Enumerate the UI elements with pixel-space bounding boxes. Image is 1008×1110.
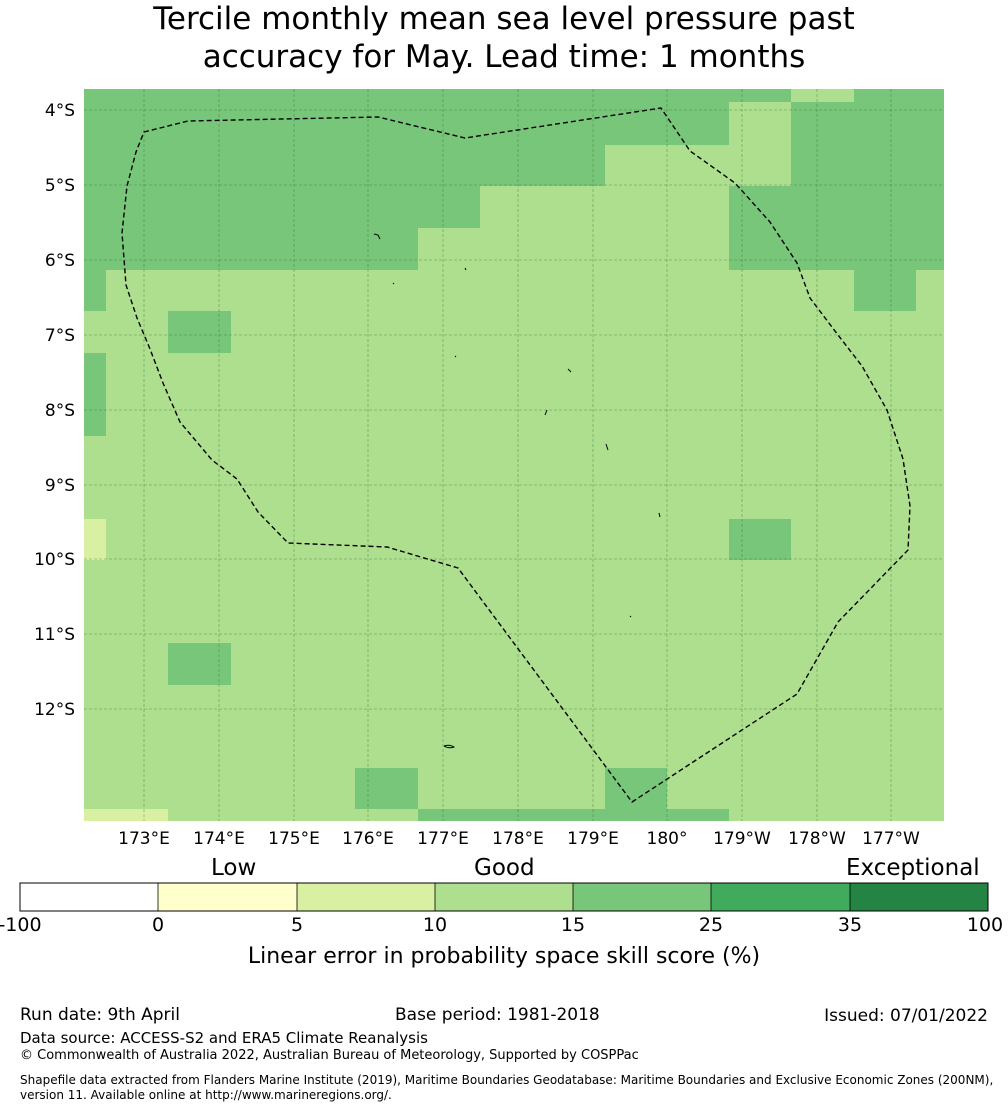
islands xyxy=(373,233,661,749)
island-outline xyxy=(605,443,609,451)
longitude-labels: 173°E 174°E 175°E 176°E 177°E 178°E 179°… xyxy=(118,829,920,849)
skill-cell xyxy=(729,519,791,560)
colorbar-tick: 100 xyxy=(966,914,1004,936)
lon-label: 177°W xyxy=(862,829,920,849)
lon-label: 176°E xyxy=(342,829,394,849)
colorbar-segment-1 xyxy=(158,883,297,911)
skill-cell xyxy=(168,643,231,685)
lon-label: 180° xyxy=(647,829,688,849)
skill-cell xyxy=(84,809,168,821)
category-good: Good xyxy=(474,855,535,881)
category-exceptional: Exceptional xyxy=(846,855,980,881)
island-outline xyxy=(567,368,572,373)
lat-label: 7°S xyxy=(45,326,75,346)
lat-label: 4°S xyxy=(45,101,75,121)
colorbar-tick: 35 xyxy=(837,914,863,936)
lat-label: 8°S xyxy=(45,401,75,421)
skill-cell xyxy=(84,353,106,436)
colorbar-segment-2 xyxy=(297,883,435,911)
lon-label: 175°E xyxy=(268,829,320,849)
skill-cell xyxy=(605,768,667,809)
colorbar-title: Linear error in probability space skill … xyxy=(247,944,761,969)
island-outline xyxy=(454,355,457,358)
colorbar-tick: -100 xyxy=(0,914,42,936)
island-outline xyxy=(392,282,395,285)
lat-label: 9°S xyxy=(45,476,75,496)
skill-cell xyxy=(84,519,106,560)
lat-label: 6°S xyxy=(45,251,75,271)
colorbar-tick: 0 xyxy=(151,914,165,936)
colorbar-segment-0 xyxy=(20,883,158,911)
island-outline xyxy=(544,409,548,416)
title-line-2: accuracy for May. Lead time: 1 months xyxy=(202,39,806,75)
copyright: © Commonwealth of Australia 2022, Austra… xyxy=(20,1048,639,1063)
data-source: Data source: ACCESS-S2 and ERA5 Climate … xyxy=(20,1029,428,1047)
run-date: Run date: 9th April xyxy=(20,1005,180,1025)
shapefile-credit-line-1: Shapefile data extracted from Flanders M… xyxy=(20,1073,994,1087)
colorbar-segment-3 xyxy=(435,883,573,911)
lat-label: 10°S xyxy=(34,550,75,570)
island-outline xyxy=(443,744,456,749)
colorbar-tick: 15 xyxy=(560,914,586,936)
north-high-skill-region xyxy=(84,89,791,311)
shapefile-credit: Shapefile data extracted from Flanders M… xyxy=(20,1073,1008,1103)
low-skill-cells xyxy=(84,519,168,821)
lat-label: 5°S xyxy=(45,176,75,196)
base-period: Base period: 1981-2018 xyxy=(395,1005,600,1025)
issued-date: Issued: 07/01/2022 xyxy=(824,1006,988,1026)
shapefile-credit-line-2: version 11. Available online at http://w… xyxy=(20,1088,392,1102)
colorbar-tick: 5 xyxy=(290,914,304,936)
lon-label: 173°E xyxy=(118,829,170,849)
chart-title: Tercile monthly mean sea level pressure … xyxy=(0,0,1008,76)
colorbar-tick: 25 xyxy=(698,914,724,936)
latitude-labels: 4°S 5°S 6°S 7°S 8°S 9°S 10°S 11°S 12°S xyxy=(34,101,75,720)
lat-label: 12°S xyxy=(34,700,75,720)
lon-label: 179°E xyxy=(567,829,619,849)
colorbar-segment-5 xyxy=(711,883,850,911)
lon-label: 178°E xyxy=(492,829,544,849)
colorbar-tick: 10 xyxy=(422,914,448,936)
colorbar xyxy=(19,882,989,912)
skill-cell xyxy=(418,809,729,821)
island-outline xyxy=(629,615,632,618)
gridlines xyxy=(84,89,944,821)
lon-label: 174°E xyxy=(193,829,245,849)
colorbar-frame xyxy=(19,882,989,912)
lon-label: 177°E xyxy=(417,829,469,849)
lon-label: 178°W xyxy=(788,829,846,849)
high-skill-cells xyxy=(84,89,944,821)
island-outline xyxy=(464,267,467,271)
colorbar-segment-4 xyxy=(573,883,711,911)
skill-cell xyxy=(355,768,418,809)
island-outline xyxy=(658,512,661,518)
lon-label: 179°W xyxy=(713,829,771,849)
eez-boundary xyxy=(121,107,911,803)
skill-cell xyxy=(168,311,231,353)
northeast-high-skill-region xyxy=(729,89,944,311)
category-low: Low xyxy=(211,855,257,881)
island-outline xyxy=(373,233,381,240)
lat-label: 11°S xyxy=(34,625,75,645)
title-line-1: Tercile monthly mean sea level pressure … xyxy=(153,1,855,37)
colorbar-segment-6 xyxy=(850,883,988,911)
